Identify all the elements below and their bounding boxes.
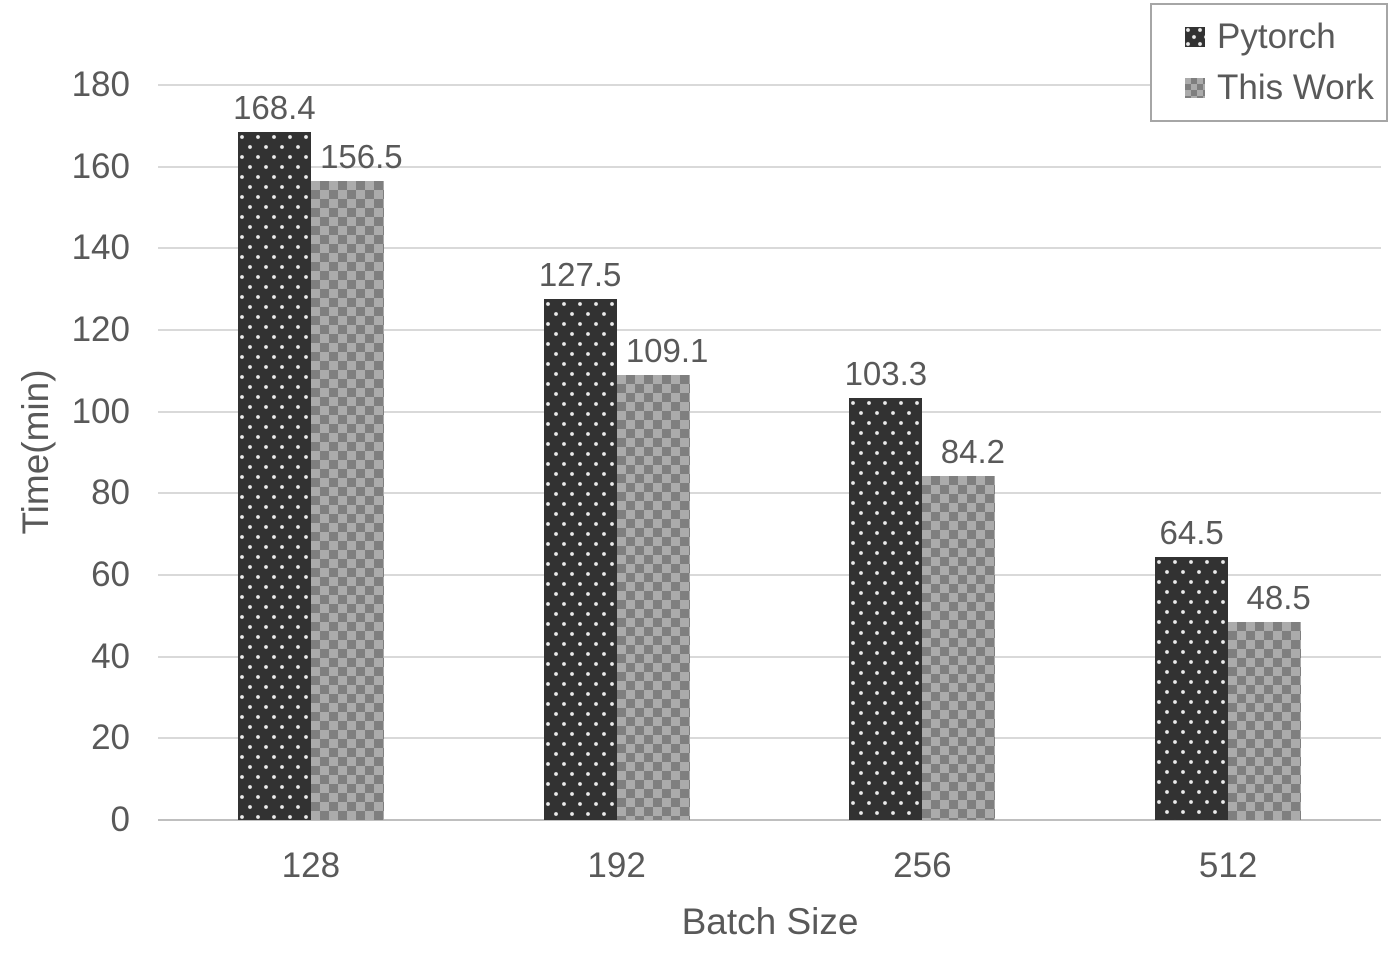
x-axis-line — [158, 819, 1381, 821]
y-tick-label-80: 80 — [91, 473, 130, 513]
y-tick-label-180: 180 — [71, 65, 130, 104]
this-work-swatch-icon — [1185, 78, 1205, 99]
bar-pytorch-512 — [1155, 556, 1229, 820]
legend-item-this-work: This Work — [1185, 66, 1386, 110]
gridline — [158, 737, 1381, 740]
bar-pytorch-128 — [237, 132, 311, 820]
data-label-pytorch-128: 168.4 — [233, 89, 316, 127]
bar-this-work-256 — [922, 476, 996, 820]
data-label-this-work-128: 156.5 — [320, 137, 403, 175]
gridline — [158, 574, 1381, 576]
y-tick-label-140: 140 — [71, 228, 130, 268]
x-category-label-512: 512 — [1198, 846, 1258, 885]
y-tick-label-100: 100 — [71, 391, 130, 431]
legend-label-pytorch: Pytorch — [1217, 16, 1336, 56]
gridline — [158, 410, 1381, 413]
bar-pytorch-256 — [849, 398, 923, 820]
bar-this-work-128 — [310, 180, 384, 820]
y-tick-label-60: 60 — [91, 555, 130, 594]
y-tick-label-160: 160 — [71, 146, 130, 186]
bar-pytorch-192 — [543, 299, 617, 820]
gridline — [158, 492, 1381, 495]
bar-this-work-512 — [1228, 621, 1302, 820]
data-label-this-work-192: 109.1 — [625, 331, 709, 369]
legend-item-pytorch: Pytorch — [1185, 15, 1386, 59]
legend: Pytorch This Work — [1150, 3, 1388, 122]
y-tick-label-120: 120 — [71, 310, 130, 349]
data-label-pytorch-512: 64.5 — [1159, 513, 1224, 551]
gridline — [158, 329, 1381, 331]
gridline — [158, 84, 1381, 86]
data-label-pytorch-192: 127.5 — [538, 256, 622, 294]
y-tick-label-0: 0 — [110, 800, 130, 839]
y-tick-label-20: 20 — [91, 718, 130, 758]
data-label-this-work-256: 84.2 — [940, 433, 1005, 471]
gridline — [158, 247, 1381, 250]
legend-label-this-work: This Work — [1217, 68, 1374, 108]
x-category-label-256: 256 — [893, 846, 952, 885]
data-label-this-work-512: 48.5 — [1246, 578, 1311, 616]
gridline — [158, 655, 1381, 658]
y-tick-label-40: 40 — [91, 636, 130, 676]
bar-this-work-192 — [616, 374, 690, 820]
data-label-pytorch-256: 103.3 — [844, 355, 928, 393]
x-category-label-192: 192 — [587, 846, 646, 885]
pytorch-swatch-icon — [1185, 26, 1205, 47]
x-category-label-128: 128 — [281, 846, 341, 885]
x-axis-title: Batch Size — [681, 901, 859, 942]
gridline — [158, 165, 1381, 168]
